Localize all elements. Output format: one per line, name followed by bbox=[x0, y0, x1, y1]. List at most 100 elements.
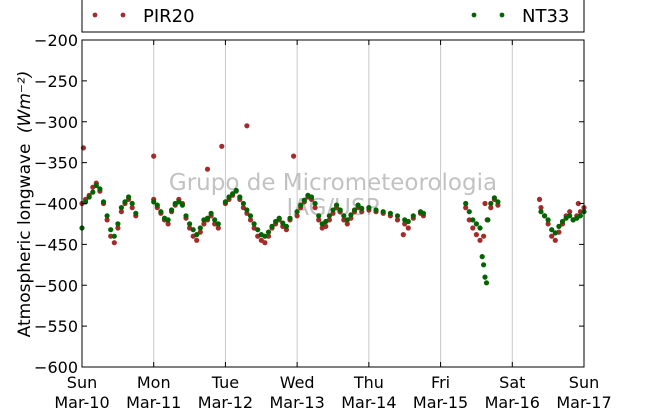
point-nt33 bbox=[488, 200, 494, 207]
point-nt33 bbox=[237, 194, 243, 200]
point-pir20 bbox=[552, 237, 558, 243]
y-axis: −200 −250 −300 −350 −400 −450 −500 −550 −600 bbox=[34, 31, 584, 377]
point-nt33 bbox=[482, 274, 488, 280]
watermark-line: Grupo de Micrometeorologia bbox=[169, 170, 497, 196]
point-nt33 bbox=[479, 254, 485, 260]
point-pir20 bbox=[394, 217, 401, 223]
point-nt33 bbox=[344, 217, 350, 223]
point-nt33 bbox=[351, 207, 358, 213]
y-axis-title-text: Atmospheric longwave bbox=[15, 143, 35, 337]
point-pir20 bbox=[473, 232, 479, 238]
y-axis-title-unit: (Wm⁻²) bbox=[15, 71, 35, 133]
point-nt33 bbox=[355, 202, 361, 208]
point-pir20 bbox=[291, 153, 297, 159]
point-pir20 bbox=[405, 225, 411, 231]
point-pir20 bbox=[463, 205, 469, 211]
point-pir20 bbox=[262, 240, 268, 246]
legend-marker-pir20-a bbox=[92, 12, 98, 18]
point-pir20 bbox=[567, 209, 573, 215]
point-nt33 bbox=[463, 200, 469, 207]
point-nt33 bbox=[483, 280, 490, 286]
y-tick-label: −450 bbox=[34, 235, 78, 254]
point-nt33 bbox=[323, 218, 329, 225]
point-nt33 bbox=[405, 218, 411, 225]
point-nt33 bbox=[301, 197, 307, 203]
x-tick-label-date: Mar-12 bbox=[198, 393, 253, 409]
point-nt33 bbox=[326, 213, 332, 219]
point-nt33 bbox=[151, 199, 157, 205]
point-nt33 bbox=[495, 199, 501, 205]
point-pir20 bbox=[129, 205, 135, 211]
point-nt33 bbox=[179, 202, 185, 208]
x-tick-label-day: Wed bbox=[280, 373, 315, 392]
legend-marker-nt33-a bbox=[471, 12, 477, 18]
point-nt33 bbox=[133, 210, 139, 216]
point-nt33 bbox=[233, 187, 239, 193]
legend-marker-nt33-b bbox=[499, 12, 505, 18]
point-nt33 bbox=[287, 215, 293, 221]
point-pir20 bbox=[115, 225, 121, 231]
point-nt33 bbox=[549, 227, 555, 233]
point-pir20 bbox=[151, 153, 157, 159]
point-nt33 bbox=[294, 209, 300, 215]
point-pir20 bbox=[244, 123, 250, 129]
legend-marker-pir20-b bbox=[120, 12, 126, 18]
point-pir20 bbox=[212, 221, 218, 227]
point-nt33 bbox=[394, 213, 401, 219]
point-nt33 bbox=[491, 195, 497, 201]
point-nt33 bbox=[247, 213, 254, 219]
point-nt33 bbox=[308, 194, 315, 200]
point-pir20 bbox=[488, 205, 494, 211]
point-pir20 bbox=[536, 196, 543, 202]
point-pir20 bbox=[165, 221, 171, 227]
x-tick-label-day: Tue bbox=[211, 373, 239, 392]
point-nt33 bbox=[190, 227, 196, 233]
x-tick-label-day: Sat bbox=[499, 373, 525, 392]
point-nt33 bbox=[97, 186, 103, 192]
point-pir20 bbox=[481, 233, 487, 239]
point-pir20 bbox=[294, 213, 300, 219]
plot-area bbox=[82, 40, 584, 367]
point-nt33 bbox=[337, 207, 343, 213]
point-nt33 bbox=[86, 194, 92, 200]
x-tick-label-date: Mar-10 bbox=[54, 393, 109, 409]
x-tick-label-date: Mar-14 bbox=[341, 393, 396, 409]
point-nt33 bbox=[373, 207, 379, 213]
point-nt33 bbox=[122, 199, 128, 205]
x-tick-label-day: Mon bbox=[137, 373, 171, 392]
point-nt33 bbox=[481, 262, 487, 268]
data-points bbox=[79, 123, 587, 286]
y-tick-label: −300 bbox=[34, 113, 78, 132]
point-nt33 bbox=[215, 221, 221, 227]
legend-label-nt33: NT33 bbox=[522, 6, 569, 27]
legend: PIR20 NT33 bbox=[81, 0, 585, 33]
point-nt33 bbox=[265, 229, 272, 235]
point-nt33 bbox=[559, 218, 566, 225]
point-nt33 bbox=[230, 191, 236, 197]
point-pir20 bbox=[549, 233, 555, 239]
point-nt33 bbox=[93, 182, 99, 189]
point-pir20 bbox=[118, 209, 124, 215]
point-pir20 bbox=[247, 217, 254, 223]
y-tick-label: −550 bbox=[34, 317, 78, 336]
point-nt33 bbox=[348, 212, 354, 218]
point-nt33 bbox=[538, 209, 544, 215]
point-pir20 bbox=[204, 166, 211, 172]
point-pir20 bbox=[470, 225, 476, 231]
point-nt33 bbox=[111, 233, 117, 239]
point-nt33 bbox=[359, 205, 365, 211]
x-tick-label-day: Fri bbox=[431, 373, 450, 392]
x-tick-label-day: Sun bbox=[67, 373, 97, 392]
point-nt33 bbox=[226, 194, 232, 200]
point-pir20 bbox=[201, 221, 207, 227]
point-nt33 bbox=[118, 205, 124, 211]
point-nt33 bbox=[577, 213, 584, 219]
point-nt33 bbox=[251, 221, 257, 227]
point-pir20 bbox=[108, 233, 114, 239]
point-nt33 bbox=[552, 230, 558, 236]
x-axis: SunMar-10MonMar-11TueMar-12WedMar-13ThuM… bbox=[54, 40, 612, 409]
point-nt33 bbox=[129, 200, 135, 207]
x-tick-label-date: Mar-15 bbox=[413, 393, 468, 409]
point-pir20 bbox=[577, 209, 584, 215]
